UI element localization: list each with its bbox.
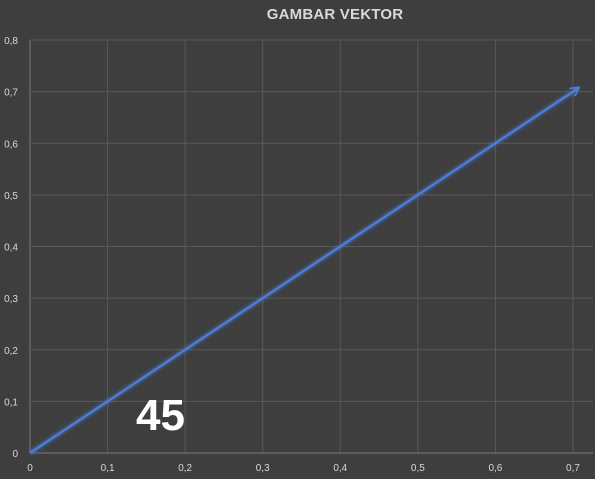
angle-annotation: 45 [136,391,185,440]
x-tick-label: 0,7 [566,463,580,474]
y-tick-label: 0,3 [4,294,18,305]
x-tick-label: 0,5 [411,463,425,474]
vector-line [29,88,578,454]
x-tick-label: 0,4 [333,463,347,474]
x-tick-label: 0 [27,463,33,474]
series [28,85,578,456]
y-tick-label: 0 [12,449,18,460]
y-tick-label: 0,5 [4,191,18,202]
x-tick-label: 0,2 [178,463,192,474]
y-tick-label: 0,4 [4,243,18,254]
x-tick-label: 0,3 [256,463,270,474]
tick-labels: 0 0,1 0,2 0,3 0,4 0,5 0,6 0,7 0 0,1 0,2 0,3 0,4 0,5 0,… [4,36,580,474]
y-tick-label: 0,8 [4,36,18,47]
y-tick-label: 0,1 [4,397,18,408]
y-tick-label: 0,7 [4,88,18,99]
grid [29,39,593,454]
y-tick-label: 0,2 [4,346,18,357]
y-tick-label: 0,6 [4,139,18,150]
chart-title: GAMBAR VEKTOR [266,6,404,23]
x-tick-label: 0,6 [488,463,502,474]
x-tick-label: 0,1 [101,463,115,474]
